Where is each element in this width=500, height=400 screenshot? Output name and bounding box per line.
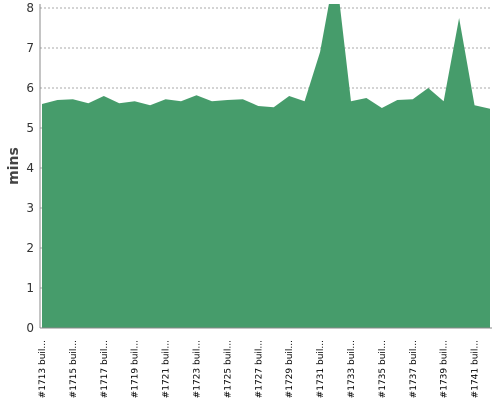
x-tick-label: #1725 buil...	[223, 340, 233, 398]
x-tick-label: #1729 buil...	[285, 340, 295, 398]
y-tick-label: 2	[26, 241, 34, 255]
y-tick-label: 6	[26, 81, 34, 95]
x-tick-label: #1733 buil...	[347, 340, 357, 398]
x-tick-label: #1721 buil...	[162, 340, 172, 398]
x-tick-label: #1717 buil...	[100, 340, 110, 398]
y-tick-label: 7	[26, 41, 34, 55]
x-tick-label: #1719 buil...	[131, 340, 141, 398]
y-axis-label: mins	[6, 147, 22, 185]
x-tick-label: #1727 buil...	[254, 340, 264, 398]
x-tick-label: #1723 buil...	[192, 340, 202, 398]
x-tick-label: #1715 buil...	[69, 340, 79, 398]
x-tick-label: #1713 buil...	[38, 340, 48, 398]
x-tick-label: #1737 buil...	[409, 340, 419, 398]
x-tick-label: #1739 buil...	[440, 340, 450, 398]
area	[42, 4, 490, 328]
x-tick-label: #1731 buil...	[316, 340, 326, 398]
y-tick-label: 5	[26, 121, 34, 135]
y-tick-label: 1	[26, 281, 34, 295]
y-tick-label: 3	[26, 201, 34, 215]
y-tick-label: 0	[26, 321, 34, 335]
y-tick-label: 8	[26, 1, 34, 15]
x-tick-label: #1741 buil...	[471, 340, 481, 398]
y-tick-label: 4	[26, 161, 34, 175]
x-tick-label: #1735 buil...	[378, 340, 388, 398]
